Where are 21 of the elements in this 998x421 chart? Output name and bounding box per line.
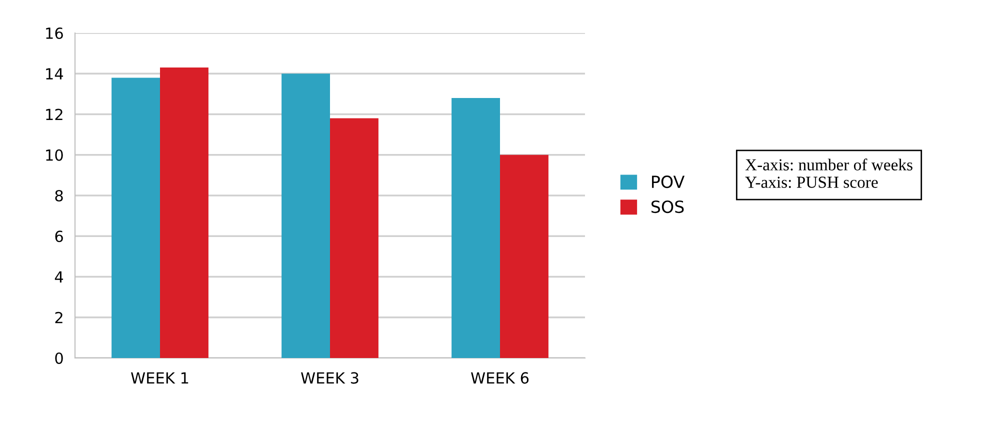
y-tick-label: 14 bbox=[46, 68, 64, 80]
x-tick-label: WEEK 6 bbox=[471, 372, 529, 384]
bar bbox=[452, 98, 500, 358]
legend-label: POV bbox=[652, 175, 685, 188]
y-tick-label: 10 bbox=[46, 149, 63, 161]
y-tick-label: 12 bbox=[46, 108, 62, 120]
text: X-axis: number of weeks Y-axis: PUSH score bbox=[745, 158, 912, 188]
bar bbox=[112, 78, 160, 358]
y-tick-label: 2 bbox=[55, 312, 62, 324]
bar bbox=[160, 68, 208, 358]
y-tick-label: 16 bbox=[46, 27, 63, 40]
bar bbox=[330, 118, 378, 358]
y-tick-label: 6 bbox=[55, 230, 63, 242]
y-tick-label: 4 bbox=[54, 271, 64, 283]
x-tick-label: WEEK 1 bbox=[131, 372, 188, 384]
bar bbox=[500, 154, 548, 358]
x-tick-label: WEEK 3 bbox=[301, 372, 358, 384]
y-tick-label: 8 bbox=[55, 190, 63, 202]
y-tick-label: 0 bbox=[55, 352, 63, 364]
bar bbox=[282, 74, 330, 358]
legend-label: SOS bbox=[652, 200, 684, 214]
